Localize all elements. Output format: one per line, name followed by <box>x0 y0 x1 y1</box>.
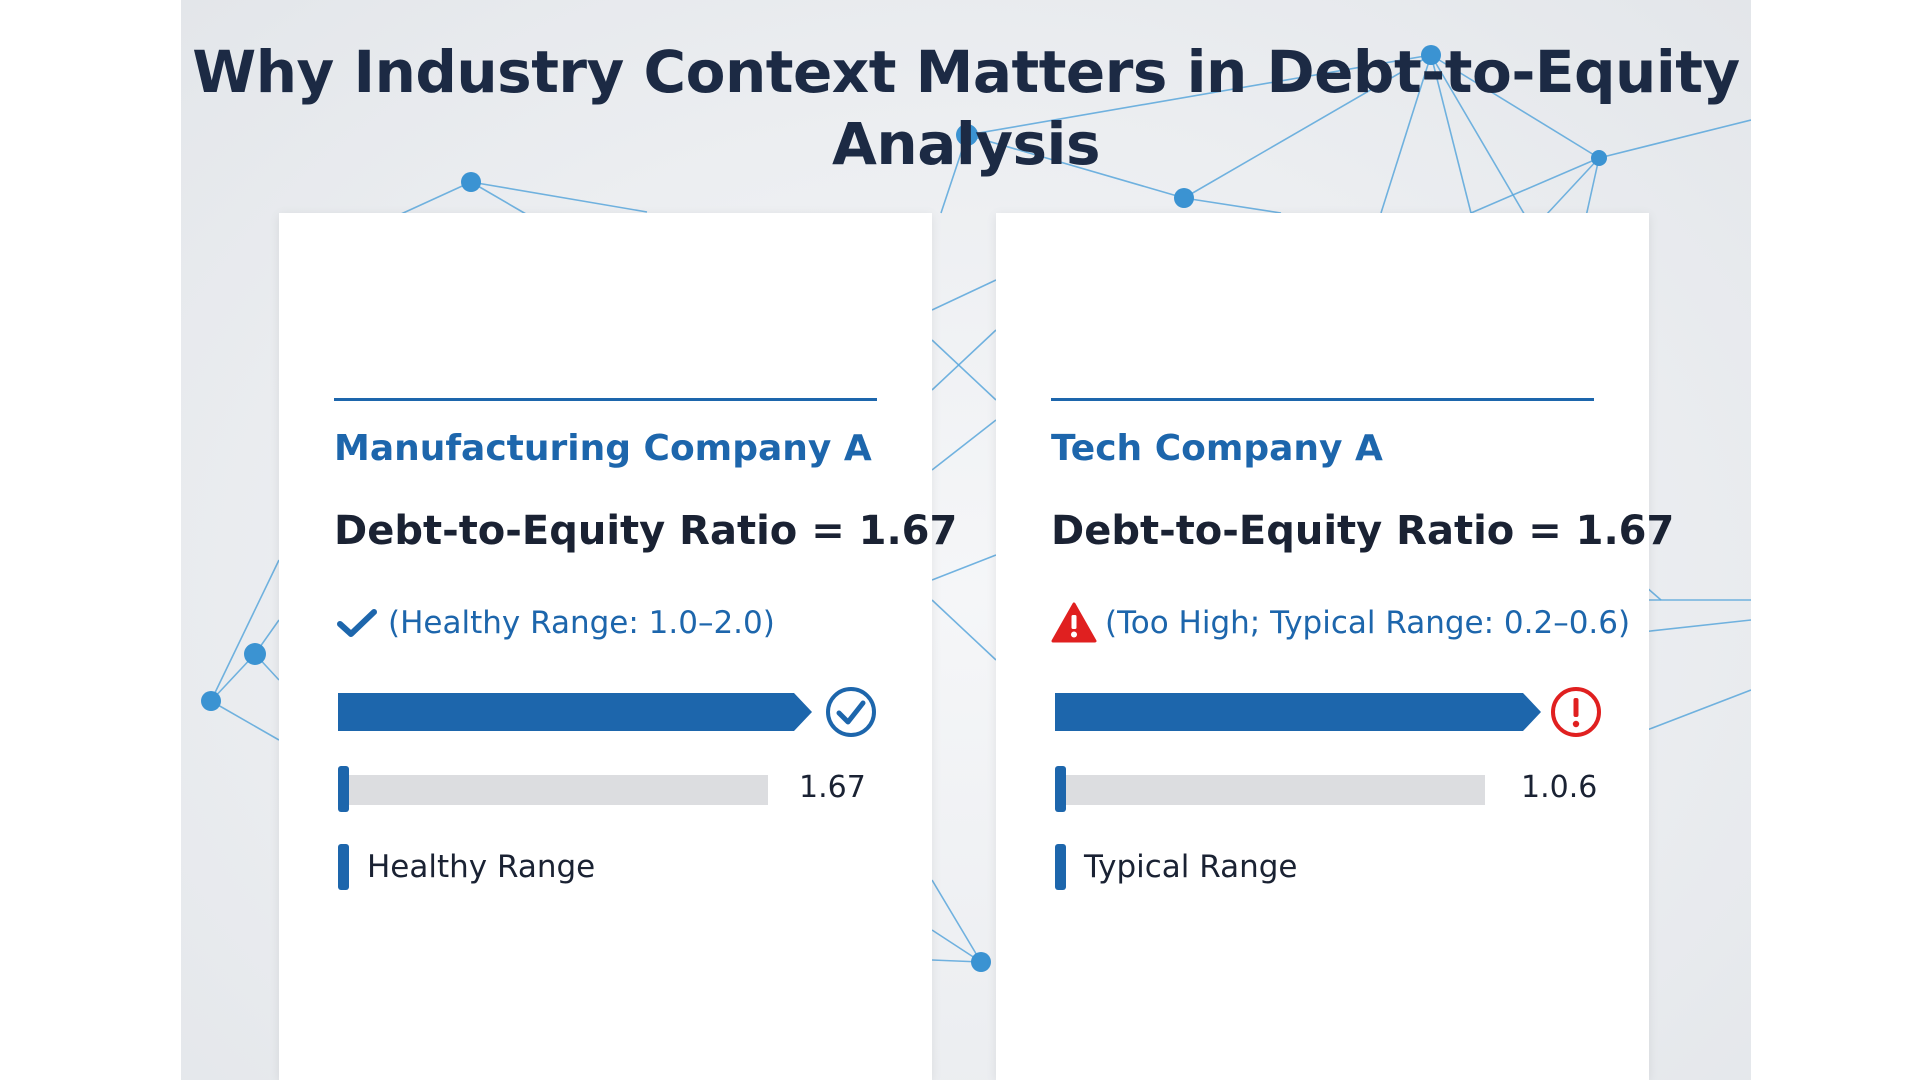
status-line: (Healthy Range: 1.0–2.0) <box>334 598 775 648</box>
status-text: (Too High; Typical Range: 0.2–0.6) <box>1105 605 1631 641</box>
company-name: Tech Company A <box>1051 428 1383 469</box>
bar-value: 1.67 <box>799 770 866 805</box>
legend-label: Typical Range <box>1084 849 1298 885</box>
bar-value: 1.0.6 <box>1521 770 1598 805</box>
legend: Typical Range <box>1055 843 1298 891</box>
range-marker <box>338 766 349 812</box>
warning-triangle-icon <box>1051 602 1097 643</box>
alert-circle-icon <box>1551 687 1601 737</box>
card-divider <box>1051 398 1594 401</box>
debt-to-equity-ratio: Debt-to-Equity Ratio = 1.67 <box>334 508 958 554</box>
company-name: Manufacturing Company A <box>334 428 872 469</box>
check-circle-icon <box>826 687 876 737</box>
tech-company-card: Tech Company A Debt-to-Equity Ratio = 1.… <box>996 213 1674 1080</box>
ratio-bar <box>338 693 812 731</box>
manufacturing-company-card: Manufacturing Company A Debt-to-Equity R… <box>279 213 957 1080</box>
page-title: Why Industry Context Matters in Debt-to-… <box>192 38 1740 178</box>
legend-swatch <box>1055 844 1066 890</box>
ratio-bar <box>1055 693 1541 731</box>
legend-label: Healthy Range <box>367 849 596 885</box>
legend-swatch <box>338 844 349 890</box>
legend: Healthy Range <box>338 843 595 891</box>
range-marker <box>1055 766 1066 812</box>
range-track <box>338 775 768 805</box>
range-track <box>1055 775 1485 805</box>
card-divider <box>334 398 877 401</box>
slide-background: Why Industry Context Matters in Debt-to-… <box>181 0 1751 1080</box>
checkmark-icon <box>337 609 377 637</box>
debt-to-equity-ratio: Debt-to-Equity Ratio = 1.67 <box>1051 508 1675 554</box>
status-text: (Healthy Range: 1.0–2.0) <box>388 605 775 641</box>
status-line: (Too High; Typical Range: 0.2–0.6) <box>1051 598 1630 648</box>
